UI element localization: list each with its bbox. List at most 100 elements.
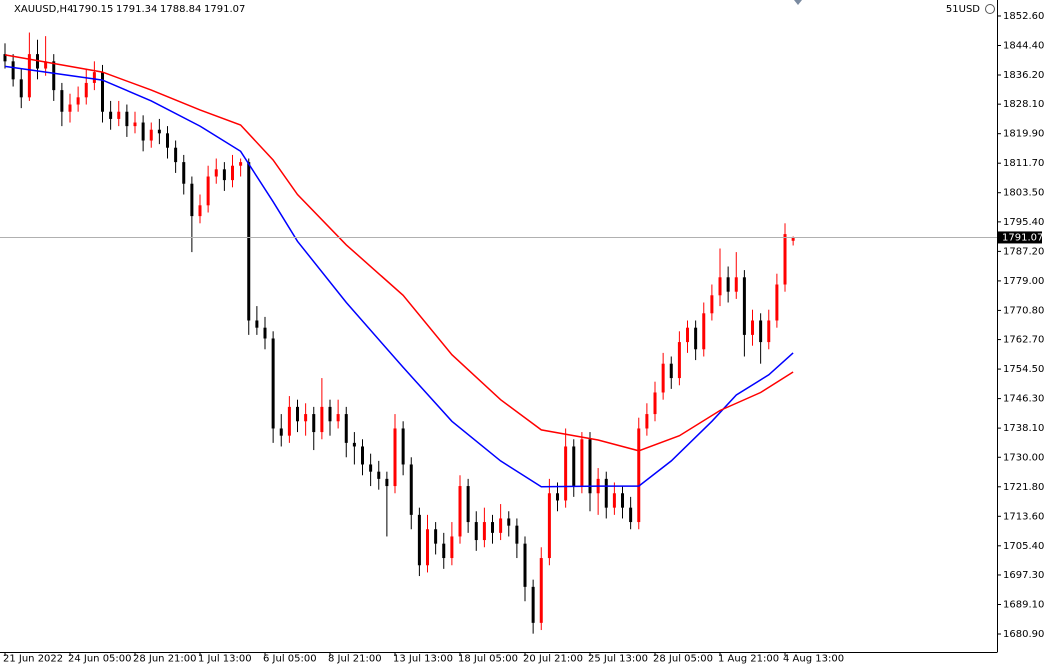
candle-body — [417, 514, 421, 566]
candle-body — [27, 54, 31, 98]
candle-body — [328, 406, 332, 422]
x-tick-label: 20 Jul 21:00 — [523, 654, 583, 665]
candle-body — [271, 338, 275, 429]
candle-body — [157, 129, 161, 134]
candle-body — [556, 493, 560, 501]
candle-body — [409, 464, 413, 515]
candle-body — [361, 446, 365, 465]
candle-body — [255, 320, 259, 328]
candle-body — [401, 428, 405, 465]
candle-body — [377, 471, 381, 479]
candle-body — [547, 493, 551, 559]
candle-body — [320, 406, 324, 433]
candle-body — [344, 414, 348, 443]
candle-body — [637, 428, 641, 523]
candle-body — [718, 277, 722, 296]
candle-body — [669, 363, 673, 379]
candle-body — [247, 162, 251, 321]
y-tick-label: 1844.40 — [1003, 40, 1044, 51]
candle-body — [206, 176, 210, 206]
candle-body — [133, 122, 137, 127]
candle-body — [239, 162, 243, 166]
candle-body — [125, 111, 129, 127]
price-label: 1791.07 — [1002, 232, 1043, 243]
candle-body — [604, 478, 608, 508]
candle-body — [222, 169, 226, 181]
x-tick-label: 28 Jul 05:00 — [653, 654, 713, 665]
candle-body — [458, 486, 462, 537]
candle-body — [474, 522, 478, 541]
y-tick-label: 1705.40 — [1003, 541, 1044, 552]
candle-body — [694, 327, 698, 350]
candle-body — [442, 543, 446, 559]
candle-body — [434, 529, 438, 544]
candle-body — [726, 277, 730, 292]
x-tick-label: 25 Jul 13:00 — [588, 654, 648, 665]
candle-body — [76, 97, 80, 105]
y-tick-label: 1697.30 — [1003, 570, 1044, 581]
x-tick-label: 1 Aug 21:00 — [718, 654, 779, 665]
ohlc-value: 1791.34 — [116, 4, 157, 15]
x-tick-label: 18 Jul 05:00 — [458, 654, 518, 665]
y-tick-label: 1754.50 — [1003, 364, 1044, 375]
candle-body — [84, 82, 88, 98]
x-tick-label: 6 Jul 05:00 — [263, 654, 317, 665]
candle-body — [767, 320, 771, 343]
x-tick-label: 8 Jul 21:00 — [328, 654, 382, 665]
candle-body — [304, 414, 308, 422]
candle-body — [100, 72, 104, 112]
candle-body — [198, 205, 202, 217]
candle-body — [68, 104, 72, 112]
candle-body — [734, 277, 738, 292]
candle-body — [312, 414, 316, 433]
candle-body — [263, 327, 267, 339]
candle-body — [686, 327, 690, 343]
y-tick-label: 1730.00 — [1003, 452, 1044, 463]
y-tick-label: 1721.80 — [1003, 482, 1044, 493]
y-tick-label: 1738.10 — [1003, 423, 1044, 434]
candle-body — [11, 61, 15, 80]
y-tick-label: 1689.10 — [1003, 599, 1044, 610]
candle-body — [231, 165, 235, 181]
y-tick-label: 1828.10 — [1003, 99, 1044, 110]
y-tick-label: 1811.70 — [1003, 158, 1044, 169]
candle-body — [491, 522, 495, 533]
y-tick-label: 1795.40 — [1003, 217, 1044, 228]
candle-body — [629, 507, 633, 523]
candle-body — [621, 493, 625, 508]
candle-body — [279, 428, 283, 436]
candle-body — [564, 446, 568, 501]
x-tick-label: 4 Aug 13:00 — [783, 654, 844, 665]
candle-body — [653, 392, 657, 415]
candle-body — [149, 129, 153, 141]
candle-body — [710, 295, 714, 314]
y-tick-label: 1762.70 — [1003, 335, 1044, 346]
candle-body — [214, 169, 218, 177]
candle-body — [190, 183, 194, 217]
candle-body — [287, 406, 291, 436]
y-tick-label: 1852.60 — [1003, 11, 1044, 22]
candle-body — [572, 446, 576, 487]
candle-body — [109, 111, 113, 119]
candle-body — [677, 342, 681, 379]
x-tick-label: 21 Jun 2022 — [3, 654, 63, 665]
candle-body — [507, 518, 511, 526]
candle-body — [166, 133, 170, 148]
candle-body — [523, 543, 527, 587]
candle-body — [336, 414, 340, 422]
candle-body — [141, 122, 145, 141]
y-tick-label: 1819.90 — [1003, 129, 1044, 140]
candle-body — [580, 439, 584, 487]
candle-body — [466, 486, 470, 523]
ohlc-header: 1790.15 1791.34 1788.84 1791.07 — [72, 4, 245, 15]
account-icon[interactable] — [985, 4, 995, 14]
y-tick-label: 1803.50 — [1003, 188, 1044, 199]
candle-body — [3, 54, 7, 62]
y-tick-label: 1787.20 — [1003, 246, 1044, 257]
candle-body — [775, 284, 779, 321]
candle-body — [515, 525, 519, 544]
candle-body — [588, 439, 592, 494]
symbol: XAUUSD,H4 — [14, 4, 73, 15]
y-tick-label: 1770.80 — [1003, 305, 1044, 316]
